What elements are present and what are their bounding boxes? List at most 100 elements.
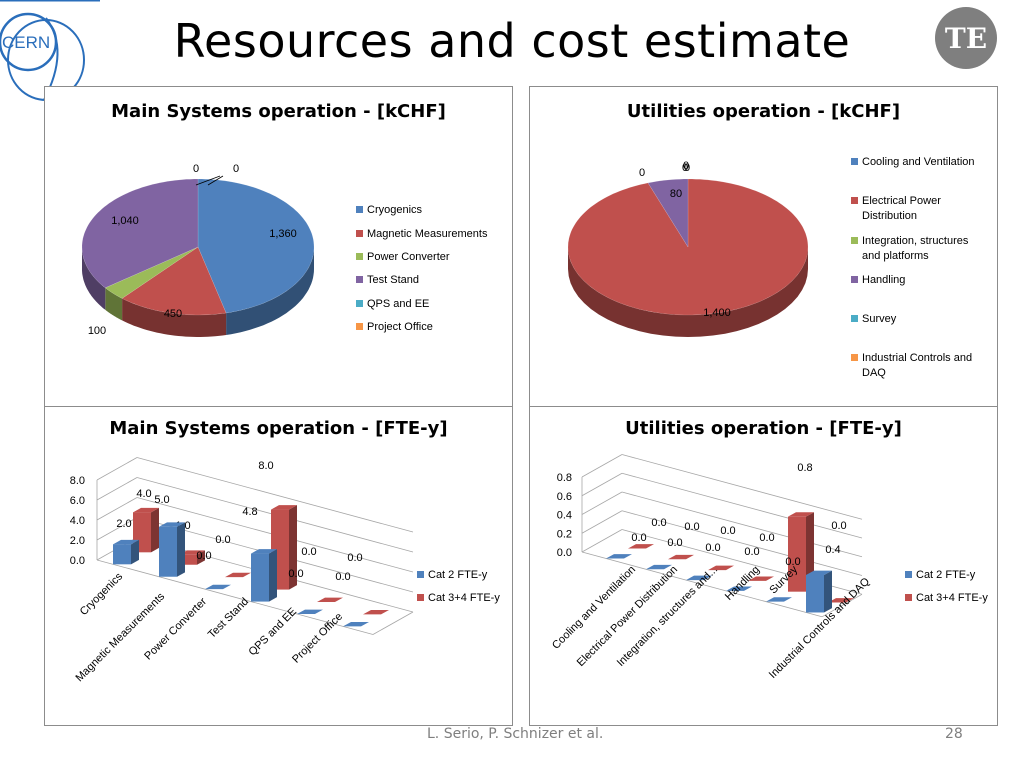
- chart-panel-main-fte: Main Systems operation - [FTE-y] 0.0 2.0 4…: [44, 406, 513, 726]
- data-label-cat-3-4-fte-y-cooling-and-ventilation: 0.0: [651, 517, 666, 529]
- bar-cat-2-fte-y-magnetic-measurements-side: [177, 522, 185, 577]
- bar-cat-2-fte-y-project-office-top: [343, 622, 369, 627]
- te-logo: TE: [935, 7, 997, 69]
- y-tick-label: 8.0: [70, 475, 85, 487]
- data-label-cat-3-4-fte-y-survey: 0.8: [797, 462, 812, 474]
- pie-slice-magnetic-measurements: [121, 246, 227, 316]
- legend-swatch-qps-and-ee: [356, 300, 363, 307]
- y-tick-label: 0.8: [557, 472, 572, 484]
- data-label-cat-2-fte-y-power-converter: 0.0: [196, 550, 211, 562]
- x-tick-label-qps-and-ee: QPS and EE: [247, 606, 300, 659]
- gridline: [621, 510, 863, 576]
- data-label-power-converter: 100: [88, 325, 106, 337]
- bar-chart-main-fte: 0.02.04.06.08.04.01.00.08.00.00.02.05.00…: [70, 457, 500, 684]
- chart-title: Utilities operation - [FTE-y]: [625, 418, 902, 439]
- pie-slice-handling: [647, 178, 689, 248]
- bar-cat-2-fte-y-industrial-controls-and-daq-top: [806, 570, 832, 575]
- pie-chart-main-kchf: 1,360 450 100 1,040 0 0 Cryogenics Magnetic Mea…: [81, 163, 488, 337]
- bar-cat-3-4-fte-y-cryogenics-side: [151, 507, 159, 553]
- legend-label-power-converter: Power Converter: [367, 251, 450, 263]
- bar-cat-2-fte-y-cryogenics: [113, 544, 131, 565]
- bar-cat-2-fte-y-test-stand-side: [269, 549, 277, 602]
- bar-cat-3-4-fte-y-cooling-and-ventilation-top: [628, 544, 654, 549]
- gridline: [581, 454, 623, 478]
- x-tick-label-cryogenics: Cryogenics: [78, 570, 126, 618]
- data-label-integration-structures-and-platforms: 0: [682, 162, 688, 174]
- gridline: [96, 517, 138, 541]
- data-label-project-office: 0: [233, 163, 239, 175]
- gridline: [136, 457, 414, 533]
- data-label-cat-3-4-fte-y-project-office: 0.0: [347, 552, 362, 564]
- bar-cat-2-fte-y-cryogenics-top: [113, 539, 139, 545]
- x-axis-line: [581, 551, 823, 618]
- chart-title: Utilities operation - [kCHF]: [626, 101, 901, 122]
- gridline: [581, 529, 623, 553]
- bar-cat-3-4-fte-y-qps-and-ee-top: [317, 597, 343, 602]
- bar-cat-3-4-fte-y-cryogenics-top: [133, 507, 159, 513]
- legend-label-industrial-controls-and-daq: Industrial Controls and: [862, 352, 972, 364]
- x-axis-line: [96, 559, 374, 635]
- x-tick-label-project-office: Project Office: [290, 611, 345, 666]
- gridline: [621, 454, 863, 520]
- gridline: [96, 497, 138, 521]
- data-label-survey: 0: [683, 160, 689, 172]
- data-label-cat-3-4-fte-y-handling: 0.0: [759, 532, 774, 544]
- legend-swatch-magnetic-measurements: [356, 230, 363, 237]
- x-tick-label-cooling-and-ventilation: Cooling and Ventilation: [550, 564, 638, 652]
- legend-swatch-power-converter: [356, 253, 363, 260]
- chart-title: Main Systems operation - [FTE-y]: [109, 418, 448, 439]
- y-tick-label: 0.6: [557, 491, 572, 503]
- gridline: [96, 477, 138, 501]
- x-tick-label-handling: Handling: [723, 564, 762, 603]
- legend-label-cat-2-fte-y: Cat 2 FTE-y: [916, 569, 976, 581]
- bar-cat-3-4-fte-y-handling-top: [748, 576, 774, 581]
- legend-label-electrical-power-distribution: Distribution: [862, 210, 917, 222]
- legend-swatch-electrical-power-distribution: [851, 197, 858, 204]
- legend-label-cooling-and-ventilation: Cooling and Ventilation: [862, 156, 975, 168]
- pie-side-cryogenics: [226, 247, 314, 335]
- bar-cat-3-4-fte-y-test-stand-top: [271, 505, 297, 510]
- data-label-qps-and-ee: 0: [193, 163, 199, 175]
- pie-side-magnetic-measurements: [122, 298, 227, 337]
- legend-swatch-industrial-controls-and-daq: [851, 354, 858, 361]
- legend-label-survey: Survey: [862, 313, 897, 325]
- legend-label-handling: Handling: [862, 274, 905, 286]
- data-label-test-stand: 1,040: [111, 215, 139, 227]
- bar-cat-2-fte-y-handling-top: [726, 586, 752, 591]
- bar-cat-3-4-fte-y-electrical-power-distribution-top: [668, 554, 694, 560]
- bar-cat-3-4-fte-y-test-stand-side: [289, 505, 297, 590]
- pie-side-electrical-power-distribution: [568, 247, 808, 337]
- legend-label-integration-structures-and-platforms: Integration, structures: [862, 235, 969, 247]
- gridline: [581, 472, 623, 497]
- legend-swatch-cat-3-4-fte-y: [905, 594, 912, 601]
- data-label-cat-3-4-fte-y-qps-and-ee: 0.0: [301, 546, 316, 558]
- legend-swatch-cryogenics: [356, 206, 363, 213]
- y-tick-label: 0.4: [557, 510, 572, 522]
- bar-cat-2-fte-y-magnetic-measurements: [159, 526, 177, 577]
- legend-label-test-stand: Test Stand: [367, 274, 419, 286]
- legend-swatch-cat-2-fte-y: [905, 571, 912, 578]
- data-label-cat-2-fte-y-cryogenics: 2.0: [116, 518, 131, 530]
- y-tick-label: 2.0: [70, 535, 85, 547]
- y-tick-label: 0.2: [557, 528, 572, 540]
- gridline: [621, 491, 863, 558]
- bar-cat-3-4-fte-y-magnetic-measurements-side: [197, 550, 205, 565]
- chart-panel-utilities-kchf: Utilities operation - [kCHF] 0 1,400 0 80 0 0…: [529, 86, 998, 408]
- legend-swatch-survey: [851, 315, 858, 322]
- data-label-cat-2-fte-y-qps-and-ee: 0.0: [288, 568, 303, 580]
- gridline: [96, 457, 138, 481]
- legend-swatch-test-stand: [356, 276, 363, 283]
- data-label-cat-3-4-fte-y-electrical-power-distribution: 0.0: [684, 521, 699, 533]
- cern-logo-text: CERN: [2, 33, 50, 52]
- legend-label-qps-and-ee: QPS and EE: [367, 298, 429, 310]
- legend-swatch-cat-3-4-fte-y: [417, 594, 424, 601]
- legend-label-cat-3-4-fte-y: Cat 3+4 FTE-y: [428, 592, 500, 604]
- legend-label-integration-structures-and-platforms: and platforms: [862, 250, 929, 262]
- bar-cat-2-fte-y-cryogenics-side: [131, 539, 139, 565]
- legend-label-cat-3-4-fte-y: Cat 3+4 FTE-y: [916, 592, 988, 604]
- data-label-cat-2-fte-y-industrial-controls-and-daq: 0.4: [825, 544, 840, 556]
- legend-swatch-handling: [851, 276, 858, 283]
- data-label-cat-2-fte-y-test-stand: 4.8: [242, 506, 257, 518]
- bar-cat-2-fte-y-industrial-controls-and-daq: [806, 574, 824, 613]
